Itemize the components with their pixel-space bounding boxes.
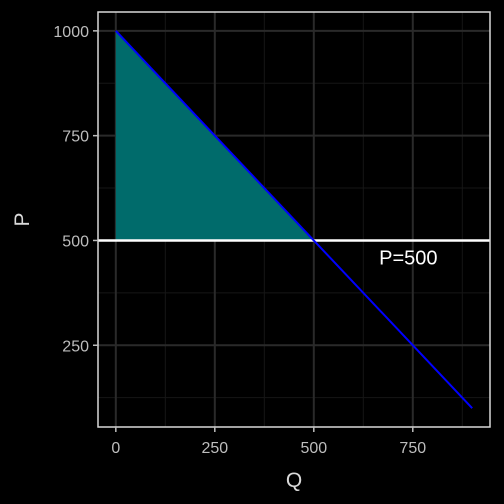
- x-axis-title: Q: [286, 469, 302, 492]
- y-tick-label: 500: [62, 233, 89, 250]
- x-tick-label: 750: [399, 440, 426, 457]
- y-tick-label: 1000: [53, 24, 89, 41]
- price-annotation: P=500: [379, 248, 437, 270]
- x-tick-label: 0: [111, 440, 120, 457]
- x-axis: 0 250 500 750: [111, 427, 426, 457]
- panel-border: [97, 11, 491, 428]
- x-tick-label: 500: [300, 440, 327, 457]
- y-axis-title: P: [11, 212, 34, 226]
- y-axis: 250 500 750 1000: [53, 24, 98, 355]
- x-tick-label: 250: [201, 440, 228, 457]
- y-tick-label: 750: [62, 129, 89, 146]
- y-tick-label: 250: [62, 338, 89, 355]
- demand-line: [115, 30, 473, 409]
